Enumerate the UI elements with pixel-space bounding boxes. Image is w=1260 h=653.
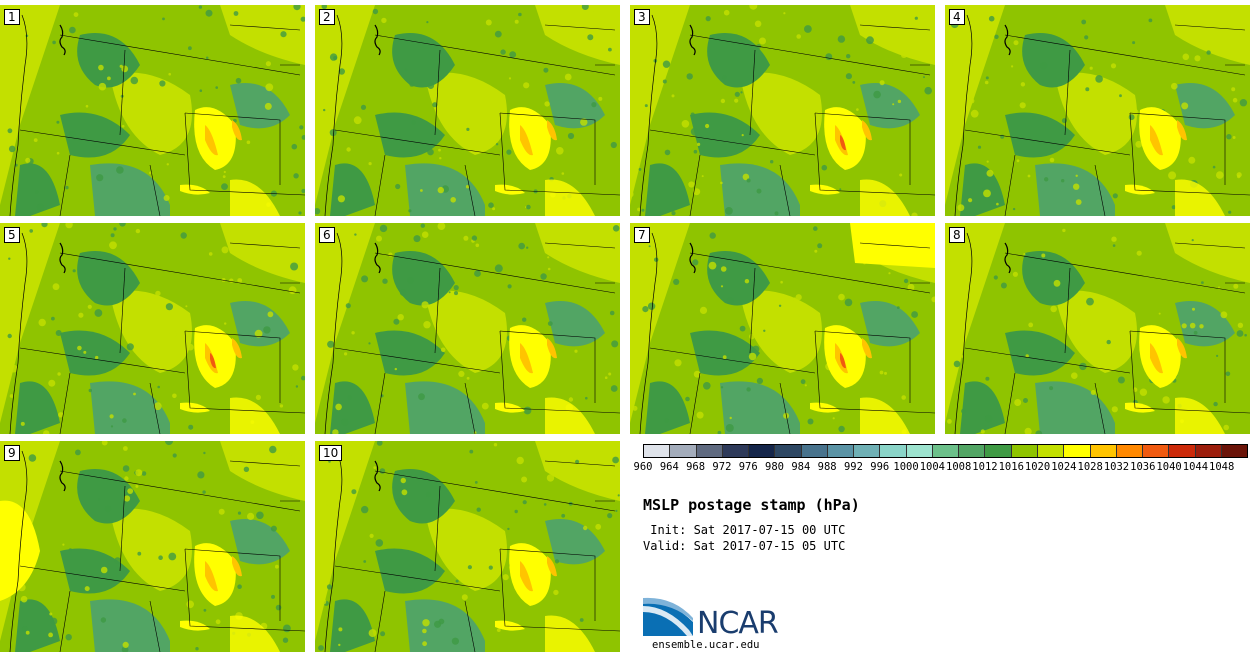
colorbar-swatch [696, 445, 723, 457]
colorbar-swatch [749, 445, 776, 457]
colorbar-tick-label: 968 [686, 461, 706, 473]
colorbar-swatch [854, 445, 881, 457]
pressure-field-map [315, 5, 620, 216]
pressure-field-map [0, 5, 305, 216]
colorbar [643, 444, 1248, 458]
pressure-field-map [630, 223, 935, 434]
colorbar-tick-label: 1032 [1103, 461, 1130, 473]
member-panel-6: 6 [315, 223, 620, 434]
colorbar-swatch [1143, 445, 1170, 457]
member-panel-7: 7 [630, 223, 935, 434]
colorbar-tick-label: 1048 [1209, 461, 1235, 473]
colorbar-tick-label: 988 [817, 461, 837, 473]
member-label: 5 [4, 227, 20, 243]
member-label: 4 [949, 9, 965, 25]
colorbar-swatch [985, 445, 1012, 457]
colorbar-tick-label: 984 [791, 461, 811, 473]
valid-time: Valid: Sat 2017-07-15 05 UTC [643, 539, 846, 553]
member-panel-4: 4 [945, 5, 1250, 216]
pressure-field-map [0, 441, 305, 652]
colorbar-tick-label: 972 [712, 461, 732, 473]
logo-wordmark: NCAR [697, 606, 779, 641]
pressure-field-map [945, 223, 1250, 434]
colorbar-tick-label: 980 [765, 461, 784, 473]
member-panel-3: 3 [630, 5, 935, 216]
colorbar-tick-label: 1040 [1156, 461, 1182, 473]
colorbar-tick-label: 964 [659, 461, 679, 473]
colorbar-tick-label: 1024 [1051, 461, 1077, 473]
colorbar-swatch [1037, 445, 1065, 457]
init-time: Init: Sat 2017-07-15 00 UTC [643, 523, 846, 537]
pressure-field-map [0, 223, 305, 434]
pressure-field-map [315, 223, 620, 434]
colorbar-tick-label: 1020 [1024, 461, 1051, 473]
member-label: 1 [4, 9, 20, 25]
colorbar-swatch [644, 445, 671, 457]
logo-url: ensemble.ucar.edu [652, 639, 760, 651]
member-panel-5: 5 [0, 223, 305, 434]
colorbar-tick-label: 1000 [893, 461, 919, 473]
colorbar-swatch [722, 445, 750, 457]
colorbar-swatch [1221, 445, 1248, 457]
ncar-logo-icon [643, 597, 693, 636]
colorbar-swatch [1116, 445, 1144, 457]
member-label: 3 [634, 9, 650, 25]
colorbar-swatch [906, 445, 933, 457]
member-label: 6 [319, 227, 335, 243]
member-panel-2: 2 [315, 5, 620, 216]
colorbar-tick-label: 1028 [1077, 461, 1103, 473]
member-panel-8: 8 [945, 223, 1250, 434]
colorbar-swatch [932, 445, 960, 457]
colorbar-swatch [827, 445, 855, 457]
colorbar-swatch [959, 445, 986, 457]
colorbar-tick-label: 996 [870, 461, 890, 473]
pressure-field-map [315, 441, 620, 652]
colorbar-swatch [1169, 445, 1196, 457]
colorbar-swatch [801, 445, 828, 457]
colorbar-swatch [1090, 445, 1117, 457]
colorbar-tick-label: 1012 [972, 461, 998, 473]
colorbar-tick-label: 976 [738, 461, 758, 473]
member-label: 9 [4, 445, 20, 461]
colorbar-swatch [1064, 445, 1091, 457]
colorbar-swatch [1011, 445, 1038, 457]
colorbar-tick-label: 1008 [945, 461, 972, 473]
pressure-field-map [945, 5, 1250, 216]
colorbar-tick-labels: 960 964 968 972 976 980 984 988 992 996 1000 1004 10… [633, 461, 1258, 475]
member-panel-1: 1 [0, 5, 305, 216]
colorbar-tick-label: 1016 [998, 461, 1024, 473]
member-label: 2 [319, 9, 335, 25]
colorbar-swatch [880, 445, 907, 457]
figure-title: MSLP postage stamp (hPa) [643, 496, 860, 514]
colorbar-swatch [1195, 445, 1222, 457]
colorbar-tick-label: 1004 [919, 461, 945, 473]
member-panel-10: 10 [315, 441, 620, 652]
colorbar-swatch [670, 445, 697, 457]
member-label: 10 [319, 445, 343, 461]
member-label: 8 [949, 227, 965, 243]
member-panel-9: 9 [0, 441, 305, 652]
colorbar-tick-label: 1036 [1130, 461, 1156, 473]
member-label: 7 [634, 227, 650, 243]
colorbar-tick-label: 960 [633, 461, 653, 473]
colorbar-tick-label: 1044 [1182, 461, 1209, 473]
colorbar-tick-label: 992 [843, 461, 863, 473]
pressure-field-map [630, 5, 935, 216]
colorbar-swatch [775, 445, 802, 457]
